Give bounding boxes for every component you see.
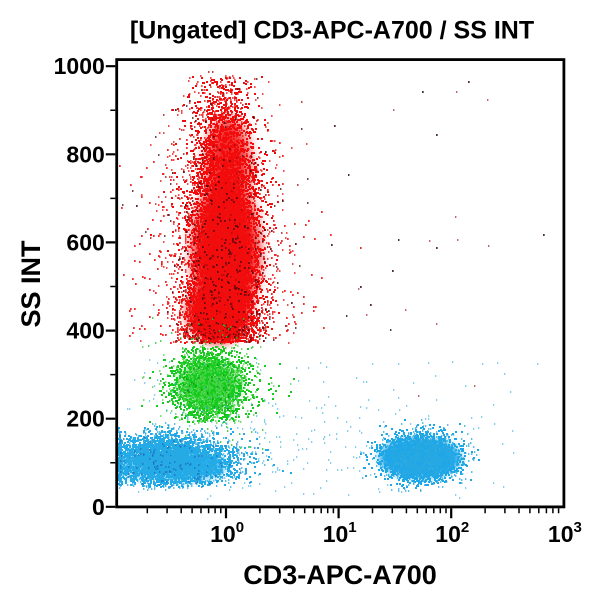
svg-text:400: 400 xyxy=(66,318,104,344)
svg-text:200: 200 xyxy=(66,406,104,432)
svg-text:SS INT: SS INT xyxy=(16,240,46,328)
svg-text:10: 10 xyxy=(435,521,461,547)
svg-text:10: 10 xyxy=(323,521,349,547)
svg-text:CD3-APC-A700: CD3-APC-A700 xyxy=(243,560,437,590)
svg-text:3: 3 xyxy=(574,519,582,536)
svg-text:600: 600 xyxy=(66,229,104,255)
svg-text:2: 2 xyxy=(461,519,469,536)
svg-text:[Ungated] CD3-APC-A700 / SS IN: [Ungated] CD3-APC-A700 / SS INT xyxy=(130,17,534,45)
svg-text:0: 0 xyxy=(236,519,244,536)
svg-text:10: 10 xyxy=(548,521,574,547)
svg-text:1000: 1000 xyxy=(54,53,105,79)
svg-text:0: 0 xyxy=(92,494,105,520)
svg-text:800: 800 xyxy=(66,141,104,167)
svg-text:10: 10 xyxy=(210,521,236,547)
svg-text:1: 1 xyxy=(348,519,356,536)
